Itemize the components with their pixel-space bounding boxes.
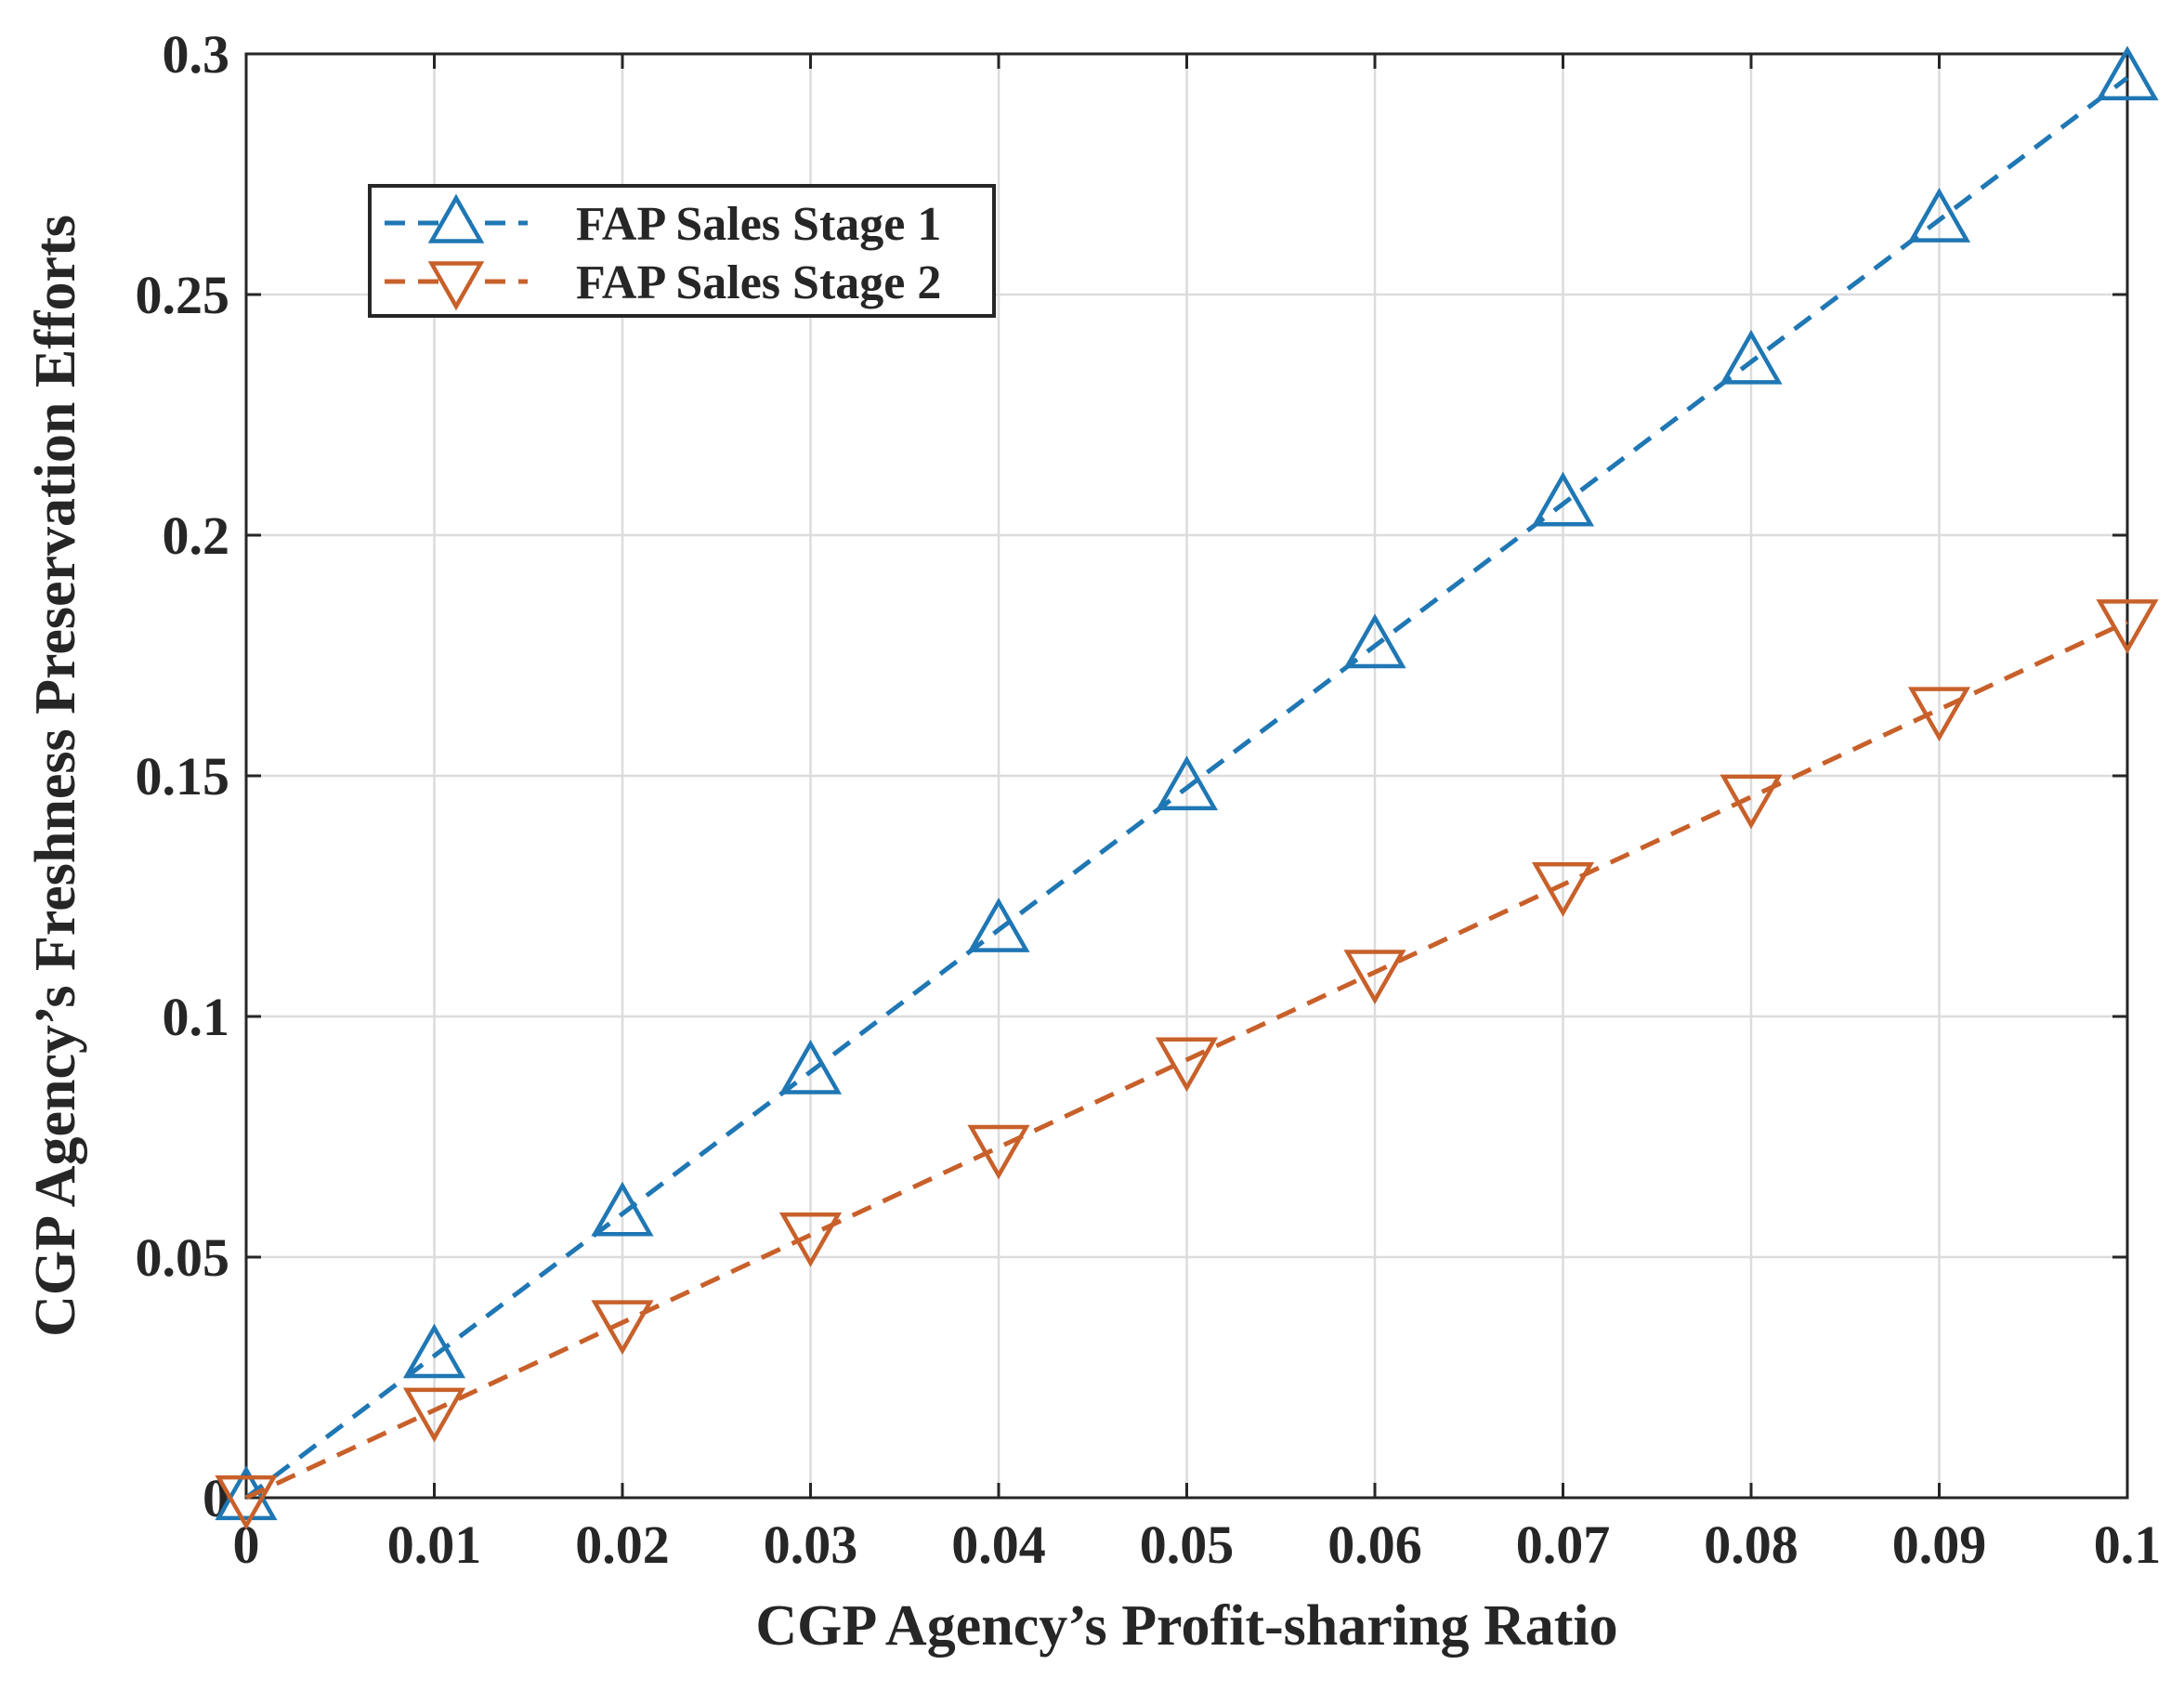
series-group — [215, 46, 2159, 1530]
series-1 — [215, 46, 2159, 1521]
x-tick-label: 0.08 — [1704, 1514, 1798, 1575]
data-point — [1720, 774, 1783, 830]
data-point — [1343, 613, 1406, 669]
data-point — [591, 1300, 654, 1356]
data-point — [1155, 1037, 1219, 1093]
legend-marker — [427, 193, 485, 243]
data-point — [2096, 599, 2159, 654]
data-point — [215, 1475, 278, 1530]
y-tick-label: 0.2 — [163, 505, 230, 566]
data-point — [215, 1465, 278, 1521]
data-point — [778, 1039, 843, 1095]
data-point — [1907, 188, 1971, 243]
legend-entry: FAP Sales Stage 1 — [385, 193, 941, 251]
y-tick-label: 0.1 — [163, 987, 230, 1047]
legend-label: FAP Sales Stage 1 — [576, 198, 941, 251]
data-point — [402, 1323, 466, 1379]
legend-entry: FAP Sales Stage 2 — [385, 256, 941, 311]
axis-ticks: 0 0.01 0.02 0.03 0.04 0.05 0.06 0.07 0.08 0.09 0.1… — [136, 24, 2162, 1575]
data-point — [1343, 950, 1406, 1005]
x-tick-label: 0.05 — [1140, 1514, 1235, 1575]
x-tick-label: 0.01 — [387, 1514, 482, 1575]
series-2 — [215, 599, 2159, 1530]
data-point — [778, 1213, 843, 1267]
x-tick-label: 0.06 — [1327, 1514, 1422, 1575]
data-point — [1720, 329, 1783, 385]
legend-label: FAP Sales Stage 2 — [576, 256, 941, 309]
series-line — [244, 619, 2129, 1501]
x-tick-label: 0.09 — [1892, 1514, 1987, 1575]
y-tick-label: 0.15 — [136, 746, 230, 806]
legend-box — [368, 184, 996, 318]
y-axis-title: CGP Agency’s Freshness Preservation Effo… — [24, 215, 87, 1337]
data-point — [967, 898, 1030, 952]
data-point — [1155, 755, 1219, 811]
y-tick-label: 0.3 — [163, 24, 230, 85]
x-tick-label: 0.1 — [2094, 1514, 2162, 1575]
data-point — [402, 1387, 466, 1443]
data-point — [1907, 687, 1971, 742]
y-tick-label: 0.05 — [136, 1227, 230, 1288]
x-tick-label: 0.07 — [1516, 1514, 1611, 1575]
data-point — [1531, 861, 1595, 917]
x-axis-title: CGP Agency’s Profit-sharing Ratio — [755, 1594, 1617, 1658]
data-point — [2096, 46, 2159, 101]
x-tick-label: 0.03 — [764, 1514, 858, 1575]
y-tick-label: 0.25 — [136, 265, 230, 325]
series-line — [244, 75, 2129, 1500]
data-point — [967, 1124, 1030, 1180]
data-point — [591, 1181, 654, 1237]
x-tick-label: 0.02 — [575, 1514, 670, 1575]
x-tick-label: 0.04 — [951, 1514, 1046, 1575]
data-point — [1531, 471, 1595, 527]
legend-marker — [427, 261, 485, 311]
